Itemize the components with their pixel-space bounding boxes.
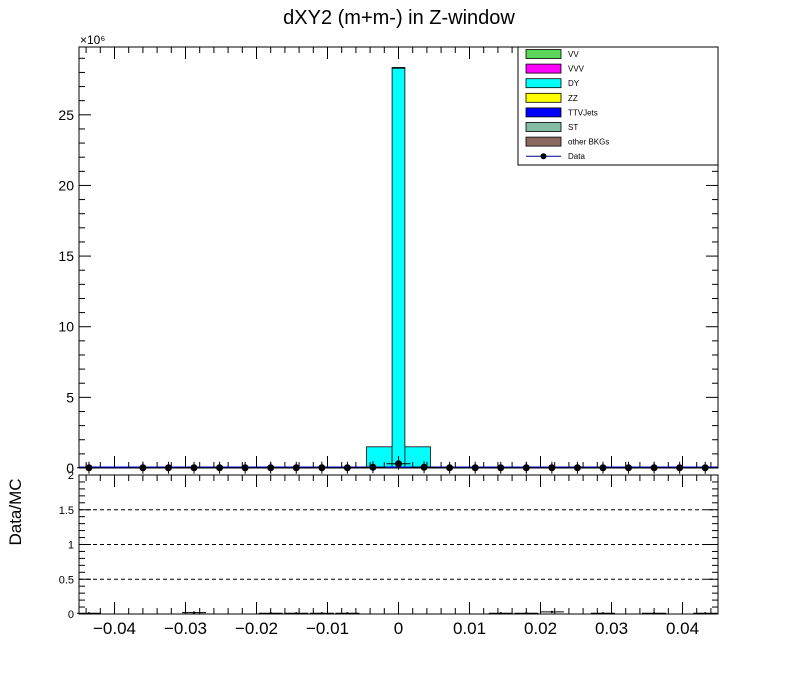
data-point-12 <box>420 463 428 471</box>
chart-title: dXY2 (m+m-) in Z-window <box>283 7 515 29</box>
ratio-y-tick-label: 2 <box>68 470 74 482</box>
legend-swatch-st <box>525 122 562 132</box>
legend-swatch-other-bkgs <box>525 136 562 147</box>
bar-dy-1 <box>391 67 406 469</box>
legend-swatch-vvv <box>525 63 562 74</box>
x-tick-label: −0.02 <box>235 619 278 638</box>
ratio-y-tick-label: 1.5 <box>59 505 74 517</box>
x-tick-label: 0.04 <box>666 619 699 638</box>
x-tick-label: 0.02 <box>524 619 557 638</box>
legend-swatch-dy <box>525 78 562 89</box>
legend-label-data: Data <box>568 152 585 161</box>
legend-label-vvv: VVV <box>568 65 585 74</box>
legend-label-other-bkgs: other BKGs <box>568 138 609 147</box>
upper-y-tick-label: 20 <box>58 177 74 193</box>
x-tick-label: 0.01 <box>453 619 486 638</box>
legend-swatch-data-marker <box>540 153 547 160</box>
y-multiplier-label: ×10⁶ <box>80 33 105 47</box>
x-tick-label: 0 <box>394 619 403 638</box>
data-point-10 <box>369 463 377 471</box>
x-tick-label: 0.03 <box>595 619 628 638</box>
x-tick-label: −0.01 <box>306 619 349 638</box>
ratio-y-tick-label: 0 <box>68 609 74 621</box>
ratio-frame <box>78 474 719 615</box>
legend-swatch-zz <box>525 92 562 103</box>
upper-y-tick-label: 0 <box>66 460 74 476</box>
legend-label-dy: DY <box>568 79 580 88</box>
legend-label-st: ST <box>568 123 578 132</box>
bar-ttvjets-1 <box>391 67 406 69</box>
ratio-y-tick-label: 1 <box>68 540 74 552</box>
legend-swatch-vv <box>525 49 562 59</box>
upper-plot: 0 5 10 15 20 25 <box>58 46 719 476</box>
x-tick-label: −0.03 <box>164 619 207 638</box>
legend-swatch-ttvjets <box>525 107 562 118</box>
upper-y-tick-label: 10 <box>58 319 74 335</box>
x-tick-label: −0.04 <box>93 619 136 638</box>
ratio-point-8 <box>550 610 554 614</box>
upper-y-tick-label: 25 <box>58 107 74 123</box>
ratio-point-1 <box>192 611 196 614</box>
ratio-plot: 0 0.5 1 1.5 2 −0.04 −0.03 −0.02 −0.01 0 0.01 0.02 0.… <box>59 470 719 638</box>
legend-label-vv: VV <box>568 50 579 59</box>
legend-label-zz: ZZ <box>568 94 578 103</box>
legend-label-ttvjets: TTVJets <box>568 108 598 117</box>
upper-y-tick-label: 15 <box>58 248 74 264</box>
ratio-y-tick-label: 0.5 <box>59 574 74 586</box>
ratio-y-axis-label: Data/MC <box>6 478 25 545</box>
upper-y-tick-label: 5 <box>66 389 74 405</box>
